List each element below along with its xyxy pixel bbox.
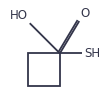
Text: HO: HO — [10, 9, 28, 22]
Text: SH: SH — [85, 47, 101, 60]
Text: O: O — [80, 7, 90, 20]
